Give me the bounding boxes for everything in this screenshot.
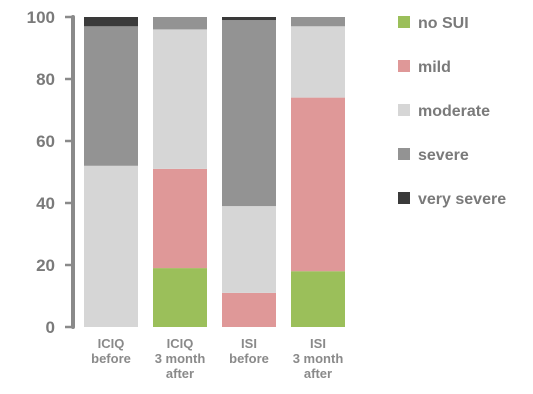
y-tick-label: 0 bbox=[46, 318, 55, 337]
bar-segment-severe bbox=[222, 20, 276, 207]
y-tick-label: 100 bbox=[27, 8, 55, 27]
bar-segment-severe bbox=[84, 26, 138, 166]
legend-label: severe bbox=[418, 147, 469, 164]
bar-segment-no-sui bbox=[291, 271, 345, 327]
x-category-label: ISI 3 month after bbox=[293, 336, 344, 381]
bar-segment-very-severe bbox=[84, 17, 138, 27]
legend-swatch bbox=[398, 104, 410, 116]
bar-segment-no-sui bbox=[153, 268, 207, 327]
legend-label: very severe bbox=[418, 191, 506, 208]
y-tick-label: 40 bbox=[36, 194, 55, 213]
x-axis-labels: ICIQ before ICIQ 3 month after ISI before ISI 3 … bbox=[91, 336, 343, 381]
legend-swatch bbox=[398, 148, 410, 160]
x-category-label: ICIQ before bbox=[91, 336, 131, 366]
bar-segment-moderate bbox=[291, 26, 345, 98]
legend-label: mild bbox=[418, 59, 451, 76]
bar-segment-moderate bbox=[222, 206, 276, 293]
legend-label: no SUI bbox=[418, 15, 469, 32]
bar-segment-mild bbox=[153, 168, 207, 269]
bar-segment-moderate bbox=[84, 165, 138, 327]
bars bbox=[84, 17, 345, 327]
bar-segment-mild bbox=[291, 97, 345, 272]
legend-swatch bbox=[398, 192, 410, 204]
bar-segment-severe bbox=[153, 17, 207, 30]
x-category-label: ICIQ 3 month after bbox=[155, 336, 206, 381]
legend: no SUI mild moderate severe very severe bbox=[398, 15, 506, 208]
legend-swatch bbox=[398, 16, 410, 28]
bar-segment-severe bbox=[291, 17, 345, 27]
y-tick-label: 60 bbox=[36, 132, 55, 151]
bar-segment-very-severe bbox=[222, 17, 276, 21]
y-axis: 0 20 40 60 80 100 bbox=[27, 8, 75, 337]
bar-segment-mild bbox=[222, 292, 276, 327]
legend-label: moderate bbox=[418, 103, 490, 120]
bar-segment-moderate bbox=[153, 29, 207, 169]
legend-swatch bbox=[398, 60, 410, 72]
y-tick-label: 20 bbox=[36, 256, 55, 275]
y-tick-label: 80 bbox=[36, 70, 55, 89]
x-category-label: ISI before bbox=[229, 336, 269, 366]
